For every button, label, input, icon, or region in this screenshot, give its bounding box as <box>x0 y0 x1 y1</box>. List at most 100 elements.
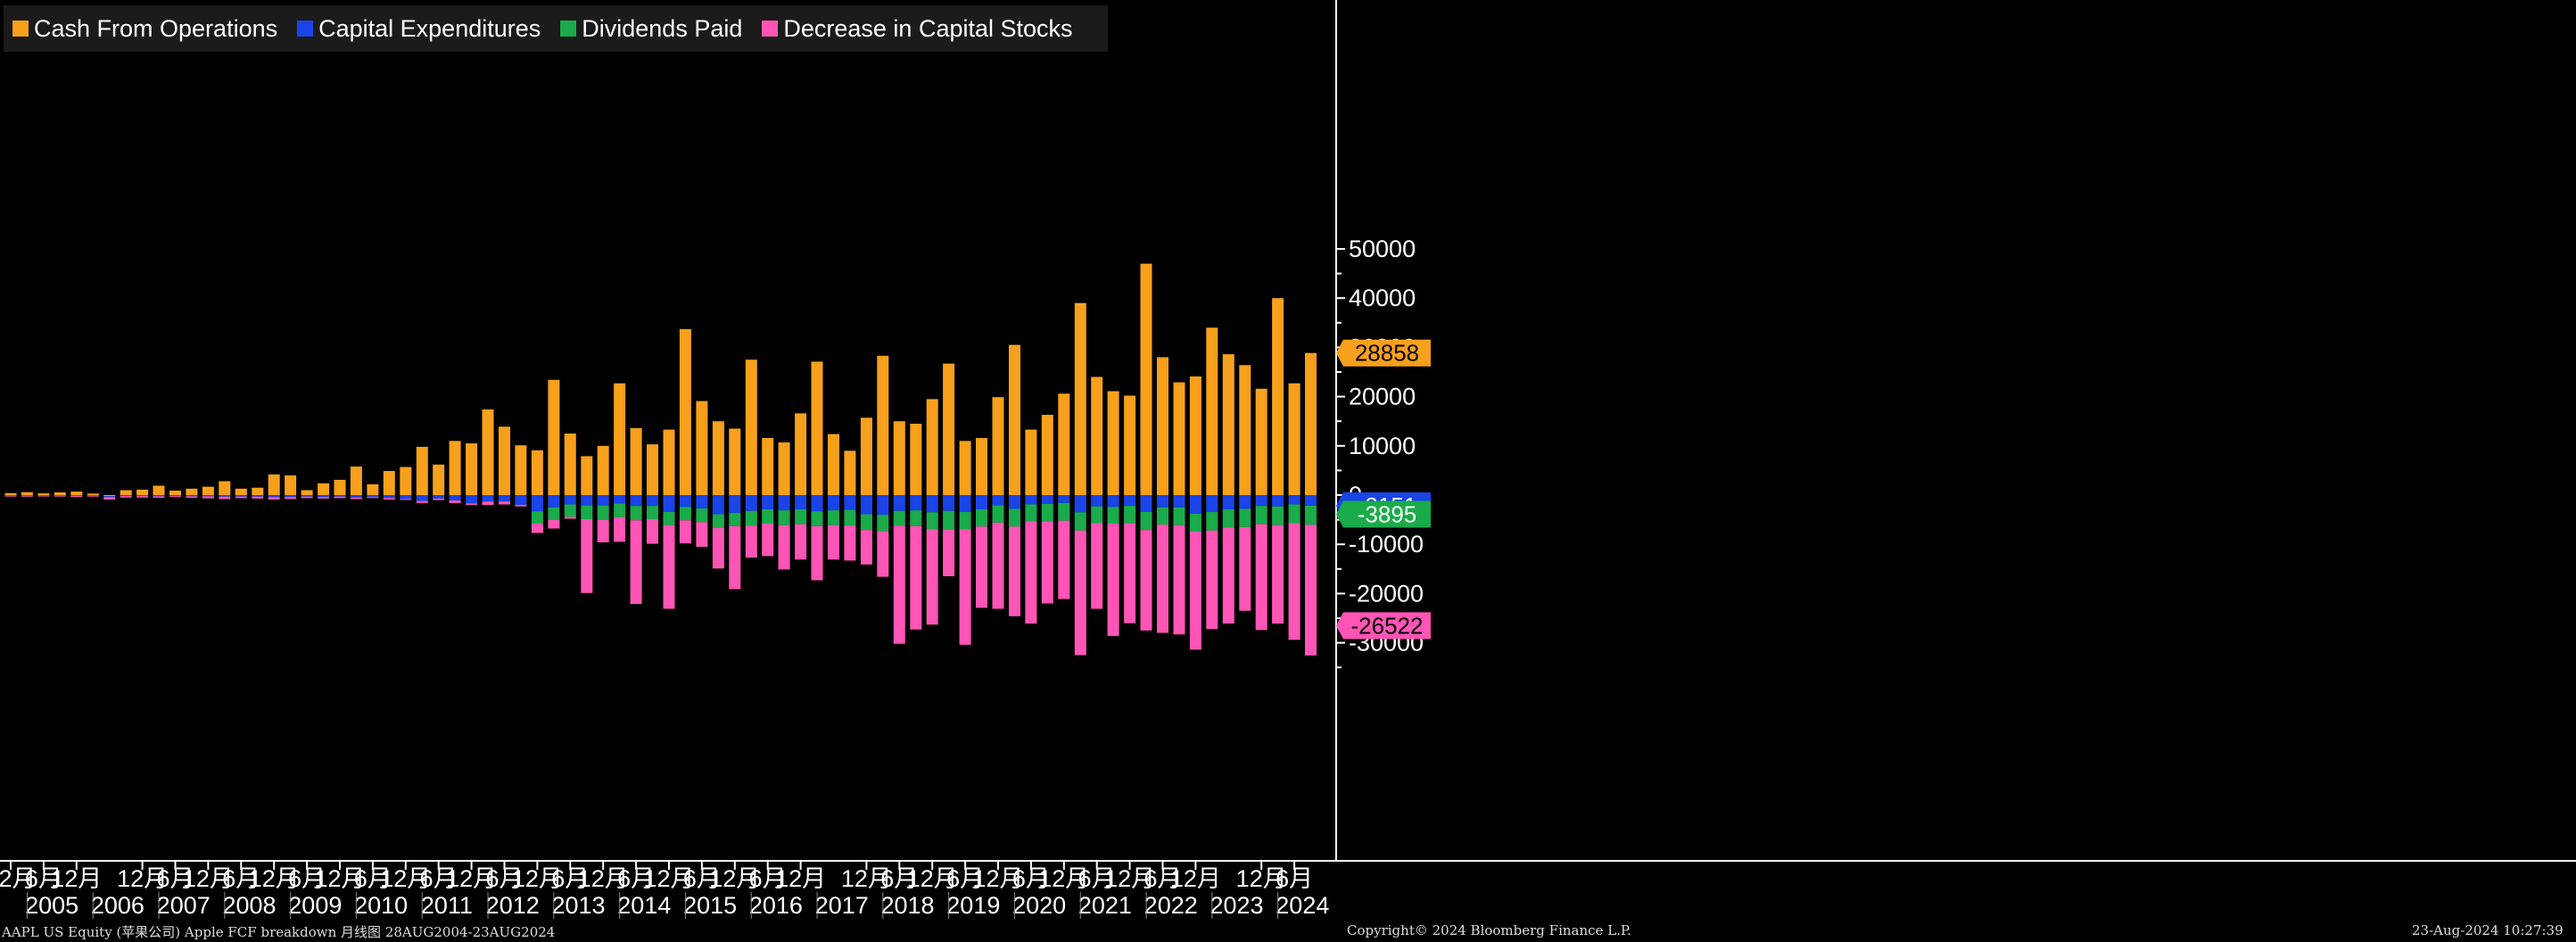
bar-decrease-in-capital-stocks <box>548 519 560 529</box>
bar-dividends-paid <box>647 506 658 519</box>
bar-cash-from-operations <box>515 445 527 495</box>
bar-cash-from-operations <box>1272 298 1284 495</box>
bar-decrease-in-capital-stocks <box>103 497 116 500</box>
bar-dividends-paid <box>564 504 576 517</box>
bar-cash-from-operations <box>1305 352 1317 495</box>
bar-decrease-in-capital-stocks <box>186 496 198 499</box>
bar-cash-from-operations <box>466 443 478 495</box>
bar-cash-from-operations <box>696 401 708 495</box>
bar-cash-from-operations <box>762 438 774 495</box>
bar-dividends-paid <box>943 510 955 530</box>
bar-capital-expenditures <box>54 495 66 496</box>
legend-item-dividends-paid[interactable]: Dividends Paid <box>560 15 742 43</box>
x-year-label: 2009 <box>288 892 342 919</box>
bar-capital-expenditures <box>1157 495 1168 508</box>
x-month-label: 6月 <box>683 865 721 892</box>
bar-cash-from-operations <box>318 483 330 495</box>
bar-cash-from-operations <box>383 471 395 495</box>
bar-capital-expenditures <box>186 495 198 497</box>
value-tag-shape <box>1336 612 1431 640</box>
bar-capital-expenditures <box>482 495 494 502</box>
bar-capital-expenditures <box>1058 495 1070 503</box>
x-year-label: 2022 <box>1144 892 1198 919</box>
bar-capital-expenditures <box>893 495 905 511</box>
x-month-label: 6月 <box>1012 865 1050 892</box>
x-year-label: 2011 <box>421 892 473 919</box>
bar-dividends-paid <box>828 510 839 525</box>
x-month-label: 6月 <box>156 865 194 892</box>
bar-decrease-in-capital-stocks <box>87 495 99 497</box>
bar-capital-expenditures <box>318 495 330 498</box>
bar-cash-from-operations <box>844 450 856 495</box>
bar-decrease-in-capital-stocks <box>943 529 955 576</box>
bar-dividends-paid <box>712 514 724 528</box>
y-axis: -30000-20000-100000100002000030000400005… <box>1335 0 1424 861</box>
value-tag-label: -26522 <box>1351 612 1424 639</box>
bar-dividends-paid <box>548 507 560 520</box>
bar-dividends-paid <box>581 505 593 520</box>
legend-item-capital-expenditures[interactable]: Capital Expenditures <box>297 15 541 43</box>
bar-capital-expenditures <box>1041 495 1053 504</box>
bar-cash-from-operations <box>186 488 198 495</box>
bar-decrease-in-capital-stocks <box>1058 520 1070 599</box>
bar-cash-from-operations <box>614 383 626 495</box>
bar-dividends-paid <box>696 508 708 523</box>
bar-cash-from-operations <box>1255 388 1267 495</box>
legend-item-cash-from-operations[interactable]: Cash From Operations <box>12 15 277 43</box>
bar-cash-from-operations <box>581 456 593 495</box>
bar-dividends-paid <box>1058 502 1070 521</box>
legend-swatch <box>560 21 577 37</box>
legend-item-decrease-in-capital-stocks[interactable]: Decrease in Capital Stocks <box>762 15 1073 43</box>
bar-cash-from-operations <box>37 493 50 495</box>
bar-dividends-paid <box>1189 514 1201 532</box>
bar-cash-from-operations <box>1288 383 1300 495</box>
bar-capital-expenditures <box>4 495 17 496</box>
bar-dividends-paid <box>1255 506 1267 525</box>
y-tick-label: 40000 <box>1349 285 1416 311</box>
bar-capital-expenditures <box>383 495 395 499</box>
bar-capital-expenditures <box>1173 495 1185 508</box>
bar-cash-from-operations <box>21 492 33 495</box>
x-year-label: 2017 <box>815 892 869 919</box>
value-tag-cash-from-operations: 28858 <box>1336 339 1431 367</box>
bar-dividends-paid <box>1222 509 1234 528</box>
bar-capital-expenditures <box>466 495 478 504</box>
bar-capital-expenditures <box>811 495 823 512</box>
bar-dividends-paid <box>976 509 987 527</box>
bar-capital-expenditures <box>1272 495 1284 507</box>
bar-capital-expenditures <box>87 495 99 496</box>
bar-decrease-in-capital-stocks <box>285 497 297 500</box>
bar-cash-from-operations <box>1206 327 1218 495</box>
x-month-label: 12月 <box>512 865 563 892</box>
bar-capital-expenditures <box>1305 495 1317 506</box>
bar-cash-from-operations <box>103 495 116 497</box>
bar-capital-expenditures <box>1025 495 1037 505</box>
bar-capital-expenditures <box>1074 495 1086 513</box>
bar-dividends-paid <box>1206 511 1218 531</box>
bar-cash-from-operations <box>169 491 181 495</box>
bar-capital-expenditures <box>762 495 774 509</box>
bar-dividends-paid <box>630 506 642 521</box>
bar-cash-from-operations <box>1124 395 1136 495</box>
bar-decrease-in-capital-stocks <box>1041 521 1053 604</box>
bar-capital-expenditures <box>745 495 757 511</box>
bar-decrease-in-capital-stocks <box>1222 527 1234 624</box>
bar-decrease-in-capital-stocks <box>136 496 149 498</box>
bar-capital-expenditures <box>301 495 313 497</box>
x-month-label: 6月 <box>25 865 62 892</box>
bar-decrease-in-capital-stocks <box>416 500 428 503</box>
bar-dividends-paid <box>992 505 1004 523</box>
bar-decrease-in-capital-stocks <box>252 496 264 499</box>
bar-cash-from-operations <box>531 450 543 495</box>
bar-capital-expenditures <box>449 495 461 501</box>
x-month-label: 12月 <box>972 865 1023 892</box>
bar-cash-from-operations <box>1222 354 1234 495</box>
bar-decrease-in-capital-stocks <box>499 501 510 505</box>
bar-capital-expenditures <box>21 495 33 496</box>
bar-decrease-in-capital-stocks <box>992 522 1004 609</box>
bar-cash-from-operations <box>1140 263 1152 495</box>
bar-dividends-paid <box>1140 511 1152 531</box>
x-month-label: 12月 <box>1038 865 1089 892</box>
bar-decrease-in-capital-stocks <box>696 522 708 547</box>
